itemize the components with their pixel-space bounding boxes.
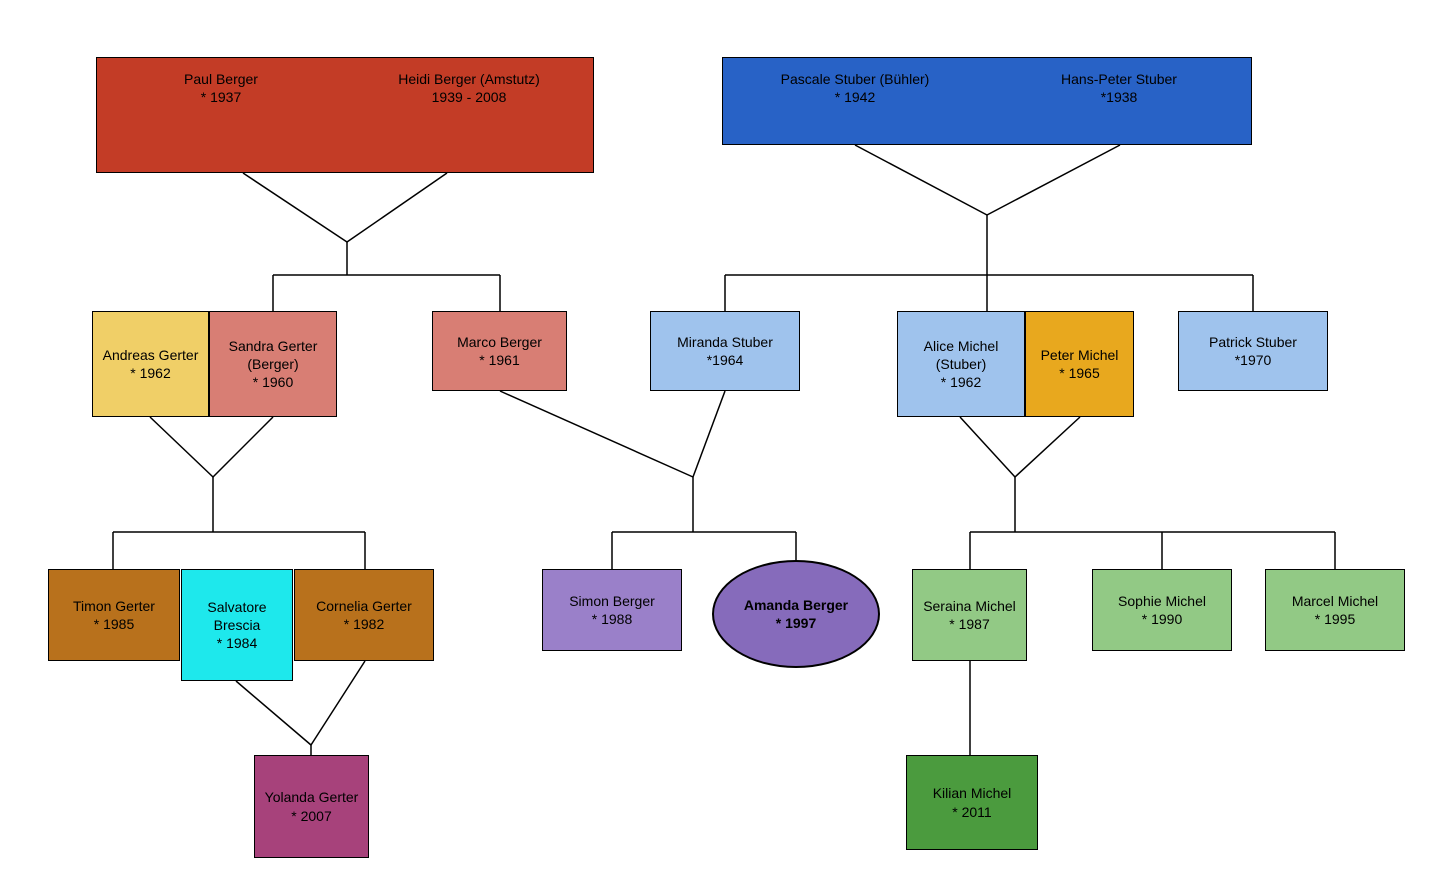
person-amanda-berger: Amanda Berger* 1997 [712, 560, 880, 668]
person-miranda-stuber: Miranda Stuber*1964 [650, 311, 800, 391]
person-pascale-stuber: Pascale Stuber (Bühler)* 1942 [723, 58, 987, 144]
person-heidi-berger: Heidi Berger (Amstutz)1939 - 2008 [345, 58, 593, 172]
person-name: Amanda Berger [744, 596, 848, 614]
person-date: * 1962 [130, 364, 170, 382]
person-cornelia-gerter: Cornelia Gerter* 1982 [294, 569, 434, 661]
person-kilian-michel: Kilian Michel* 2011 [906, 755, 1038, 850]
person-sophie-michel: Sophie Michel* 1990 [1092, 569, 1232, 651]
person-name: Cornelia Gerter [316, 597, 412, 615]
person-date: 1939 - 2008 [432, 88, 507, 106]
person-hans-peter-stuber: Hans-Peter Stuber*1938 [987, 58, 1251, 144]
person-date: * 1982 [344, 615, 384, 633]
person-peter-michel: Peter Michel* 1965 [1025, 311, 1134, 417]
person-date: * 2007 [291, 807, 331, 825]
person-marco-berger: Marco Berger* 1961 [432, 311, 567, 391]
person-name: Andreas Gerter [103, 346, 199, 364]
person-date: * 1960 [253, 373, 293, 391]
person-name: Marcel Michel [1292, 592, 1378, 610]
person-date: * 1997 [776, 614, 816, 632]
person-date: * 1987 [949, 615, 989, 633]
person-name: Paul Berger [184, 70, 258, 88]
person-date: * 1961 [479, 351, 519, 369]
person-salvatore-brescia: Salvatore Brescia* 1984 [181, 569, 293, 681]
person-name: Hans-Peter Stuber [1061, 70, 1177, 88]
person-sandra-gerter: Sandra Gerter (Berger)* 1960 [209, 311, 337, 417]
person-date: * 1962 [941, 373, 981, 391]
person-name: Timon Gerter [73, 597, 155, 615]
person-box-couple: Pascale Stuber (Bühler)* 1942Hans-Peter … [722, 57, 1252, 145]
person-date: *1938 [1101, 88, 1138, 106]
person-patrick-stuber: Patrick Stuber*1970 [1178, 311, 1328, 391]
person-name: Sandra Gerter (Berger) [214, 337, 332, 373]
person-name: Heidi Berger (Amstutz) [398, 70, 540, 88]
person-date: * 1984 [217, 634, 257, 652]
person-marcel-michel: Marcel Michel* 1995 [1265, 569, 1405, 651]
person-seraina-michel: Seraina Michel* 1987 [912, 569, 1027, 661]
person-andreas-gerter: Andreas Gerter* 1962 [92, 311, 209, 417]
person-timon-gerter: Timon Gerter* 1985 [48, 569, 180, 661]
person-name: Marco Berger [457, 333, 542, 351]
person-date: *1964 [707, 351, 744, 369]
person-yolanda-gerter: Yolanda Gerter* 2007 [254, 755, 369, 858]
person-date: * 1965 [1059, 364, 1099, 382]
person-simon-berger: Simon Berger* 1988 [542, 569, 682, 651]
person-date: * 1990 [1142, 610, 1182, 628]
person-name: Simon Berger [569, 592, 655, 610]
person-name: Pascale Stuber (Bühler) [781, 70, 930, 88]
person-name: Patrick Stuber [1209, 333, 1297, 351]
person-date: * 1937 [201, 88, 241, 106]
person-name: Salvatore Brescia [186, 598, 288, 634]
person-name: Miranda Stuber [677, 333, 773, 351]
person-name: Sophie Michel [1118, 592, 1206, 610]
person-name: Alice Michel (Stuber) [902, 337, 1020, 373]
person-date: *1970 [1235, 351, 1272, 369]
person-date: * 1988 [592, 610, 632, 628]
person-alice-michel: Alice Michel (Stuber)* 1962 [897, 311, 1025, 417]
person-name: Peter Michel [1041, 346, 1119, 364]
person-name: Kilian Michel [933, 784, 1012, 802]
person-date: * 1995 [1315, 610, 1355, 628]
person-name: Yolanda Gerter [265, 788, 359, 806]
person-name: Seraina Michel [923, 597, 1016, 615]
person-date: * 1985 [94, 615, 134, 633]
person-date: * 1942 [835, 88, 875, 106]
person-box-couple: Paul Berger* 1937Heidi Berger (Amstutz)1… [96, 57, 594, 173]
person-paul-berger: Paul Berger* 1937 [97, 58, 345, 172]
person-date: * 2011 [952, 803, 991, 821]
